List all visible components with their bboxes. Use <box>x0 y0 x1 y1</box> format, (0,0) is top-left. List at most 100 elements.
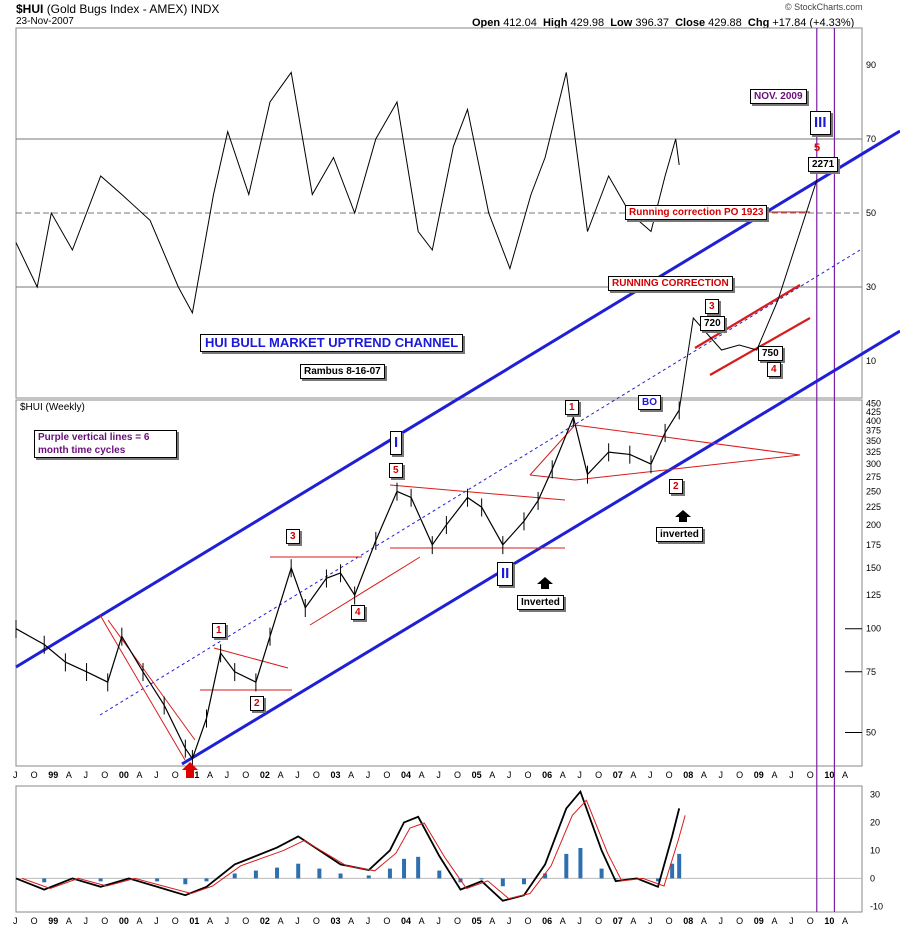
x-label-bottom-38: 08 <box>683 916 693 926</box>
macd-hist-bar-1 <box>42 878 47 883</box>
macd-signal-line <box>21 799 686 900</box>
x-label-top-3: A <box>66 770 72 780</box>
open-label: Open <box>472 17 501 29</box>
value-720-label: 720 <box>700 316 725 331</box>
x-label-top-8: J <box>154 770 159 780</box>
x-label-top-47: A <box>842 770 848 780</box>
x-label-top-20: J <box>366 770 371 780</box>
trend-line-12 <box>694 284 801 349</box>
x-label-top-14: 02 <box>260 770 270 780</box>
x-label-bottom-3: A <box>66 916 72 926</box>
macd-hist-bar-30 <box>670 863 675 879</box>
x-label-bottom-31: A <box>560 916 566 926</box>
macd-hist-bar-31 <box>677 853 682 879</box>
trend-line-2 <box>213 647 289 669</box>
macd-tick-10: 10 <box>870 845 880 855</box>
x-label-bottom-11: A <box>207 916 213 926</box>
wave-I-label: I <box>390 431 403 455</box>
x-label-top-24: J <box>436 770 441 780</box>
macd-hist-bar-27 <box>613 878 618 880</box>
low-value: 396.37 <box>635 17 669 29</box>
macd-hist-bar-18 <box>437 870 442 879</box>
wave-5-2004: 5 <box>389 463 403 478</box>
symbol-text: $HUI <box>16 2 44 16</box>
x-label-bottom-14: 02 <box>260 916 270 926</box>
x-label-top-36: J <box>648 770 653 780</box>
chg-label: Chg <box>747 17 770 29</box>
x-label-bottom-29: O <box>525 916 532 926</box>
x-label-bottom-12: J <box>225 916 230 926</box>
close-value: 429.88 <box>708 17 742 29</box>
price-tick-100: 100 <box>866 624 881 634</box>
index-name: (Gold Bugs Index - AMEX) <box>46 2 188 16</box>
x-label-top-44: J <box>789 770 794 780</box>
rsi-tick-10: 10 <box>866 356 876 366</box>
x-label-top-33: O <box>595 770 602 780</box>
x-label-bottom-8: J <box>154 916 159 926</box>
rsi-tick-70: 70 <box>866 134 876 144</box>
projection-path <box>678 179 818 411</box>
panel-frame-2 <box>15 785 863 913</box>
nov-2009-label: NOV. 2009 <box>750 89 807 104</box>
x-label-top-28: J <box>507 770 512 780</box>
trend-line-1 <box>107 619 196 741</box>
running-correction-label: RUNNING CORRECTION <box>608 276 733 291</box>
x-label-top-16: J <box>295 770 300 780</box>
x-label-top-26: 05 <box>472 770 482 780</box>
macd-hist-bar-7 <box>204 878 209 882</box>
low-label: Low <box>610 17 633 29</box>
x-label-bottom-2: 99 <box>48 916 58 926</box>
x-label-top-15: A <box>278 770 284 780</box>
x-label-top-31: A <box>560 770 566 780</box>
x-label-bottom-17: O <box>313 916 320 926</box>
x-label-top-21: O <box>383 770 390 780</box>
x-label-top-4: J <box>84 770 89 780</box>
wave-3-2008: 3 <box>705 299 719 314</box>
x-label-bottom-28: J <box>507 916 512 926</box>
x-label-bottom-43: A <box>771 916 777 926</box>
x-label-top-1: O <box>31 770 38 780</box>
x-label-bottom-10: 01 <box>189 916 199 926</box>
high-value: 429.98 <box>570 17 605 29</box>
x-label-top-27: A <box>489 770 495 780</box>
x-label-bottom-37: O <box>666 916 673 926</box>
macd-hist-bar-13 <box>338 873 343 879</box>
x-label-bottom-24: J <box>436 916 441 926</box>
macd-hist-bar-24 <box>564 853 569 879</box>
price-series-line <box>15 409 680 761</box>
x-label-bottom-40: J <box>719 916 724 926</box>
channel-upper-line <box>15 129 900 669</box>
x-label-top-17: O <box>313 770 320 780</box>
trend-line-0 <box>99 614 186 761</box>
x-label-top-23: A <box>419 770 425 780</box>
x-label-top-2: 99 <box>48 770 58 780</box>
macd-hist-bar-26 <box>599 868 604 879</box>
x-label-top-18: 03 <box>330 770 340 780</box>
macd-hist-bar-23 <box>543 873 548 879</box>
x-label-top-19: A <box>348 770 354 780</box>
x-label-bottom-25: O <box>454 916 461 926</box>
x-label-top-42: 09 <box>754 770 764 780</box>
price-tick-200: 200 <box>866 520 881 530</box>
price-tick-425: 425 <box>866 407 881 417</box>
ohlc-readout: Open 412.04 High 429.98 Low 396.37 Close… <box>472 17 854 29</box>
price-tick-175: 175 <box>866 540 881 550</box>
wave-5-projection: 5 <box>814 142 821 154</box>
macd-hist-bar-25 <box>578 848 583 879</box>
macd-hist-bar-11 <box>296 863 301 879</box>
inverted-2007-arrow-icon <box>675 510 691 522</box>
x-label-top-41: O <box>736 770 743 780</box>
inverted-2007-label: inverted <box>656 527 703 542</box>
x-label-top-12: J <box>225 770 230 780</box>
price-tick-75: 75 <box>866 667 876 677</box>
x-label-bottom-6: 00 <box>119 916 129 926</box>
macd-line <box>15 789 681 902</box>
x-label-top-39: A <box>701 770 707 780</box>
rsi-tick-90: 90 <box>866 60 876 70</box>
x-label-bottom-35: A <box>630 916 636 926</box>
x-label-bottom-22: 04 <box>401 916 411 926</box>
x-label-bottom-18: 03 <box>330 916 340 926</box>
x-label-top-0: J <box>13 770 18 780</box>
x-label-top-35: A <box>630 770 636 780</box>
x-label-bottom-0: J <box>13 916 18 926</box>
